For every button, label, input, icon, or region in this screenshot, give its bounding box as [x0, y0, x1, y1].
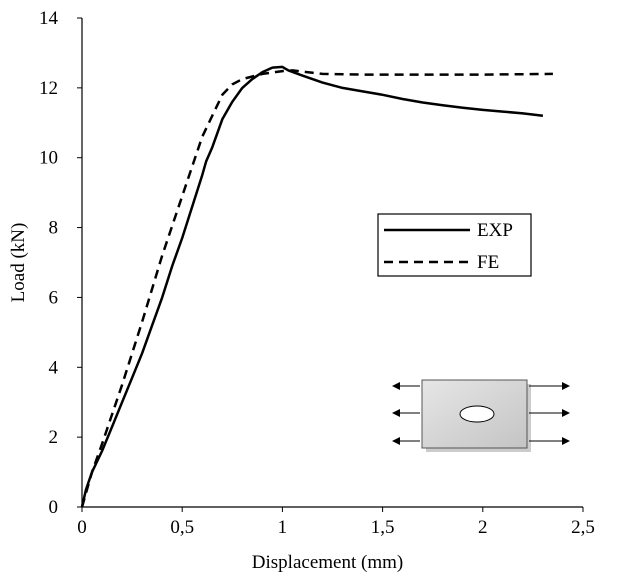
axes [81, 18, 583, 508]
legend-box [377, 213, 532, 277]
series-layer [80, 65, 553, 508]
x-tick-label: 0 [77, 517, 87, 538]
y-tick-label: 0 [49, 497, 59, 518]
y-tick-label: 10 [39, 148, 58, 169]
hole-icon [459, 405, 495, 423]
y-tick-label: 8 [49, 218, 59, 239]
series-line-exp [80, 65, 544, 508]
x-tick-label: 0,5 [170, 517, 194, 538]
legend-fe-label: FE [477, 252, 499, 273]
x-axis-label: Displacement (mm) [252, 552, 403, 573]
y-tick-label: 6 [49, 287, 59, 308]
y-axis-label: Load (kN) [8, 223, 29, 303]
y-tick-label: 14 [39, 8, 59, 29]
ticks: 0 0,5 1 1,5 2 2,5 0 2 4 6 8 10 12 14 [39, 8, 595, 538]
legend-exp-label: EXP [477, 220, 513, 241]
x-tick-label: 2,5 [571, 517, 595, 538]
x-tick-label: 1,5 [371, 517, 395, 538]
y-tick-label: 12 [39, 78, 58, 99]
x-tick-label: 1 [278, 517, 288, 538]
specimen-schematic [392, 379, 570, 452]
x-tick-label: 2 [478, 517, 488, 538]
y-tick-label: 2 [49, 427, 59, 448]
legend: EXP FE [377, 213, 532, 277]
y-tick-label: 4 [49, 357, 59, 378]
series-line-fe [80, 69, 553, 508]
